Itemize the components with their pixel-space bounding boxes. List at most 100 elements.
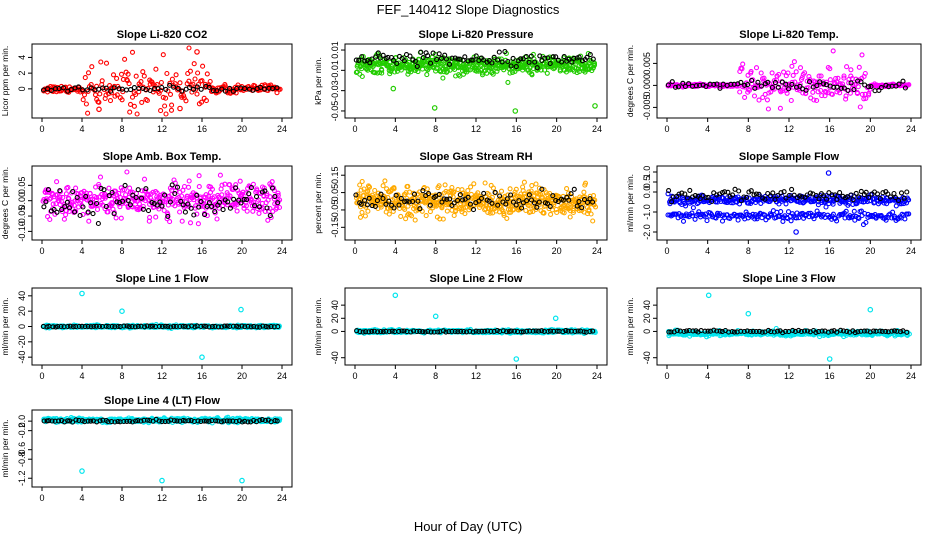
data-point-black — [495, 57, 501, 63]
data-point-black — [672, 84, 679, 90]
data-point-red — [127, 109, 133, 115]
x-tick-label: 12 — [471, 246, 481, 256]
data-point-black — [427, 202, 433, 208]
data-point-black — [584, 199, 591, 206]
data-point-red — [177, 80, 183, 86]
data-point-black — [264, 205, 270, 211]
x-tick-label: 20 — [865, 124, 875, 134]
data-point-blue — [665, 191, 671, 197]
data-point-magenta — [841, 73, 847, 79]
data-point-magenta — [217, 172, 223, 178]
data-point-black — [404, 198, 410, 204]
data-point-black — [526, 59, 532, 65]
data-point-red — [136, 89, 142, 95]
data-point-black — [428, 60, 434, 66]
y-tick-label: -2.0 — [642, 224, 652, 240]
outlier-point — [177, 105, 183, 112]
data-point-black — [190, 86, 197, 92]
y-axis-label: ml/min per min. — [313, 297, 323, 355]
data-point-black — [503, 201, 509, 207]
data-point-red — [127, 101, 134, 107]
data-point-black — [371, 328, 377, 334]
data-point-magenta — [147, 214, 153, 220]
data-point-black — [406, 199, 412, 205]
data-point-black — [798, 328, 804, 335]
data-point-black — [542, 55, 548, 61]
data-point-magenta — [209, 186, 215, 192]
outlier-point — [119, 308, 125, 315]
data-point-black — [198, 199, 204, 205]
data-point-magenta — [250, 208, 256, 214]
data-point-black — [108, 88, 114, 94]
data-point-magenta — [196, 184, 202, 190]
data-point-black — [172, 190, 178, 197]
x-tick-label: 24 — [906, 246, 916, 256]
data-point-orange — [588, 211, 594, 217]
data-point-blue — [850, 213, 856, 219]
data-point-magenta — [784, 90, 790, 96]
data-point-magenta — [843, 93, 849, 99]
data-point-red — [89, 64, 95, 70]
data-point-red — [98, 59, 104, 65]
data-point-black — [848, 192, 854, 198]
data-point-black — [233, 185, 239, 191]
data-point-blue — [776, 201, 782, 207]
data-point-black — [738, 79, 744, 85]
data-point-black — [675, 84, 682, 90]
data-point-black — [222, 88, 228, 94]
data-point-black — [88, 200, 94, 206]
data-point-black — [772, 197, 778, 203]
figure-title: FEF_140412 Slope Diagnostics — [377, 2, 560, 17]
data-point-black — [45, 187, 51, 193]
data-point-orange — [521, 179, 527, 185]
data-point-black — [377, 55, 383, 61]
data-point-black — [156, 323, 162, 329]
data-point-black — [590, 328, 596, 334]
data-point-black — [834, 197, 840, 203]
data-point-green — [494, 68, 500, 74]
x-tick-label: 8 — [746, 371, 751, 381]
data-point-magenta — [106, 185, 112, 191]
data-point-black — [408, 329, 414, 335]
data-point-black — [145, 208, 152, 214]
data-point-black — [883, 328, 889, 334]
data-point-magenta — [863, 95, 869, 101]
data-point-black — [497, 193, 503, 199]
data-point-red — [97, 91, 103, 97]
data-point-black — [789, 81, 795, 87]
data-point-black — [80, 204, 86, 210]
data-point-black — [534, 204, 540, 210]
data-point-black — [253, 194, 260, 200]
data-point-blue — [883, 215, 889, 221]
data-point-black — [753, 328, 759, 335]
data-point-black — [850, 197, 856, 203]
y-tick-label: 0.15 — [330, 166, 340, 184]
y-tick-label: -0.05 — [17, 206, 27, 227]
data-point-orange — [590, 193, 597, 199]
data-point-blue — [719, 218, 726, 224]
data-point-black — [819, 328, 825, 334]
x-tick-label: 4 — [705, 371, 710, 381]
data-point-red — [133, 73, 139, 79]
data-point-black — [396, 202, 402, 208]
data-point-black — [491, 54, 497, 60]
data-point-blue — [776, 213, 783, 219]
data-point-black — [855, 329, 861, 335]
data-point-blue — [690, 205, 696, 211]
data-point-black — [219, 86, 225, 92]
data-point-blue — [721, 212, 727, 218]
data-point-orange — [462, 211, 468, 217]
outlier-point — [96, 106, 102, 113]
data-point-black — [480, 57, 487, 63]
x-tick-label: 24 — [906, 371, 916, 381]
data-point-green — [406, 59, 412, 65]
data-point-magenta — [765, 106, 771, 112]
data-point-green — [359, 66, 365, 72]
y-tick-label: -40 — [17, 351, 27, 364]
data-point-orange — [536, 185, 542, 191]
plot-frame — [344, 43, 608, 119]
data-point-green — [440, 75, 446, 81]
data-point-black — [163, 86, 169, 92]
outlier-point — [826, 356, 833, 362]
outlier-point — [512, 108, 519, 114]
